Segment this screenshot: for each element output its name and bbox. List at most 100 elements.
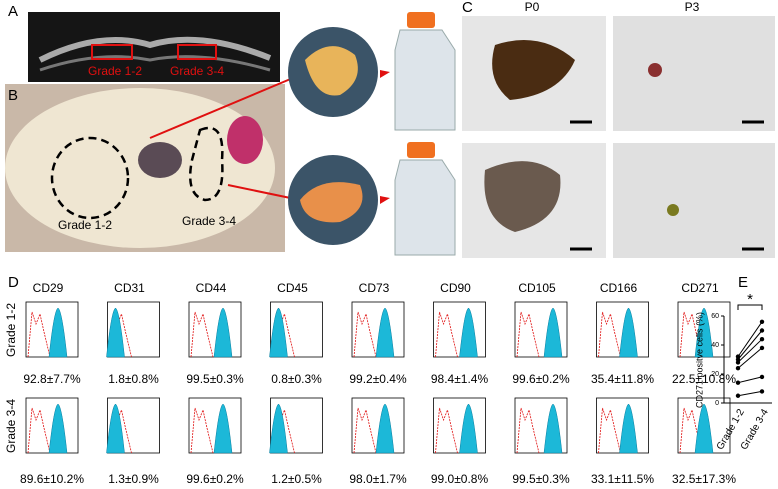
- marker-label: CD31: [114, 281, 145, 295]
- percentage: 1.3±0.9%: [108, 472, 159, 486]
- roi-box: [177, 44, 217, 60]
- marker-peak: [375, 403, 395, 454]
- tissue-fragment: [484, 161, 561, 232]
- column-label: P3: [685, 0, 700, 14]
- percentage: 35.4±11.8%: [591, 372, 654, 386]
- marker-peak: [459, 307, 478, 358]
- dashed-region: [188, 126, 224, 202]
- histogram-frame: [514, 301, 568, 358]
- histogram-frame: [514, 397, 568, 454]
- point: [759, 328, 765, 333]
- histogram-frame: [433, 301, 486, 358]
- panel-letter: D: [8, 274, 19, 291]
- y-axis-label: CD271 positve cells (%): [694, 312, 704, 408]
- point: [759, 319, 765, 324]
- point: [759, 345, 765, 351]
- isotype-curve: [353, 311, 377, 358]
- percentage: 92.8±7.7%: [23, 372, 81, 386]
- pair-line: [737, 321, 763, 357]
- percentage: 1.8±0.8%: [108, 372, 159, 386]
- marker-peak: [694, 307, 714, 358]
- row-label: Grade 1-2: [4, 303, 18, 357]
- marker-label: CD105: [518, 281, 556, 295]
- y-tick-label: 20: [711, 371, 719, 378]
- isotype-curve: [190, 407, 214, 454]
- isotype-curve: [679, 407, 703, 454]
- point: [759, 389, 765, 394]
- roi-label: Grade 1-2: [88, 64, 142, 78]
- row-label: Grade 3-4: [4, 399, 18, 453]
- column-label: P0: [525, 0, 540, 14]
- percentage: 99.0±0.8%: [431, 472, 489, 486]
- percentage: 98.0±1.7%: [349, 472, 407, 486]
- isotype-curve: [27, 407, 51, 454]
- point: [759, 337, 765, 342]
- significance-bracket: [737, 304, 763, 310]
- tissue-fragment: [492, 40, 575, 100]
- region-label: Grade 1-2: [58, 218, 112, 232]
- y-tick-label: 0: [715, 400, 719, 407]
- marker-label: CD44: [196, 281, 227, 295]
- cell-cluster: [667, 204, 679, 216]
- marker-peak: [48, 307, 68, 358]
- point: [735, 380, 741, 385]
- y-tick-label: 40: [711, 342, 719, 349]
- roi-box: [91, 44, 133, 60]
- flask: [394, 12, 456, 256]
- scale-bars: [570, 120, 764, 251]
- marker-peak: [543, 307, 563, 358]
- marker-peak: [213, 307, 233, 358]
- cartilage-piece: [300, 182, 363, 223]
- pair-line: [737, 338, 763, 363]
- isotype-curve: [516, 311, 540, 358]
- marker-peak: [619, 403, 638, 454]
- cell-cluster: [648, 63, 662, 77]
- percentage: 99.5±0.3%: [186, 372, 244, 386]
- tissue-stain: [227, 116, 263, 164]
- isotype-curve: [679, 311, 703, 358]
- flask-cap: [407, 12, 435, 28]
- arrow: [149, 74, 301, 139]
- panel-letter: A: [8, 3, 18, 20]
- roi-label: Grade 3-4: [170, 64, 224, 78]
- point: [735, 354, 741, 359]
- percentage: 99.6±0.2%: [512, 372, 570, 386]
- mri-cartilage: [39, 55, 271, 72]
- percentage: 33.1±11.5%: [591, 472, 654, 486]
- mri-bone: [38, 36, 272, 63]
- flask-body: [394, 159, 456, 256]
- marker-peak: [269, 307, 288, 358]
- percentage: 22.5±10.8%: [672, 372, 736, 386]
- marker-peak: [543, 403, 563, 454]
- panel-letter: B: [8, 87, 18, 104]
- histogram-frame: [433, 397, 486, 454]
- tissue-spot: [138, 142, 182, 178]
- pair-line: [737, 347, 763, 369]
- isotype-curve: [435, 407, 458, 454]
- percentage: 32.5±17.3%: [672, 472, 736, 486]
- marker-peak: [459, 403, 478, 454]
- arrow: [227, 184, 301, 201]
- flask-cap: [407, 142, 435, 158]
- isotype-curve: [353, 407, 377, 454]
- histogram-frame: [270, 397, 323, 454]
- y-tick-label: 60: [711, 313, 719, 320]
- marker-label: CD166: [600, 281, 638, 295]
- isotype-curve: [598, 407, 621, 454]
- micrograph: [613, 143, 775, 258]
- marker-peak: [619, 307, 638, 358]
- flask-body: [394, 29, 456, 131]
- cartilage-piece: [305, 46, 358, 96]
- marker-peak: [106, 403, 125, 454]
- percentage: 99.5±0.3%: [512, 472, 570, 486]
- panel-letter: E: [738, 274, 748, 291]
- histogram-frame: [107, 397, 160, 454]
- marker-peak: [213, 403, 233, 454]
- point: [735, 366, 741, 371]
- marker-label: CD90: [440, 281, 471, 295]
- significance-mark: *: [747, 291, 753, 308]
- pair-line: [737, 330, 763, 360]
- percentage: 89.6±10.2%: [20, 472, 84, 486]
- percentage: 99.2±0.4%: [349, 372, 407, 386]
